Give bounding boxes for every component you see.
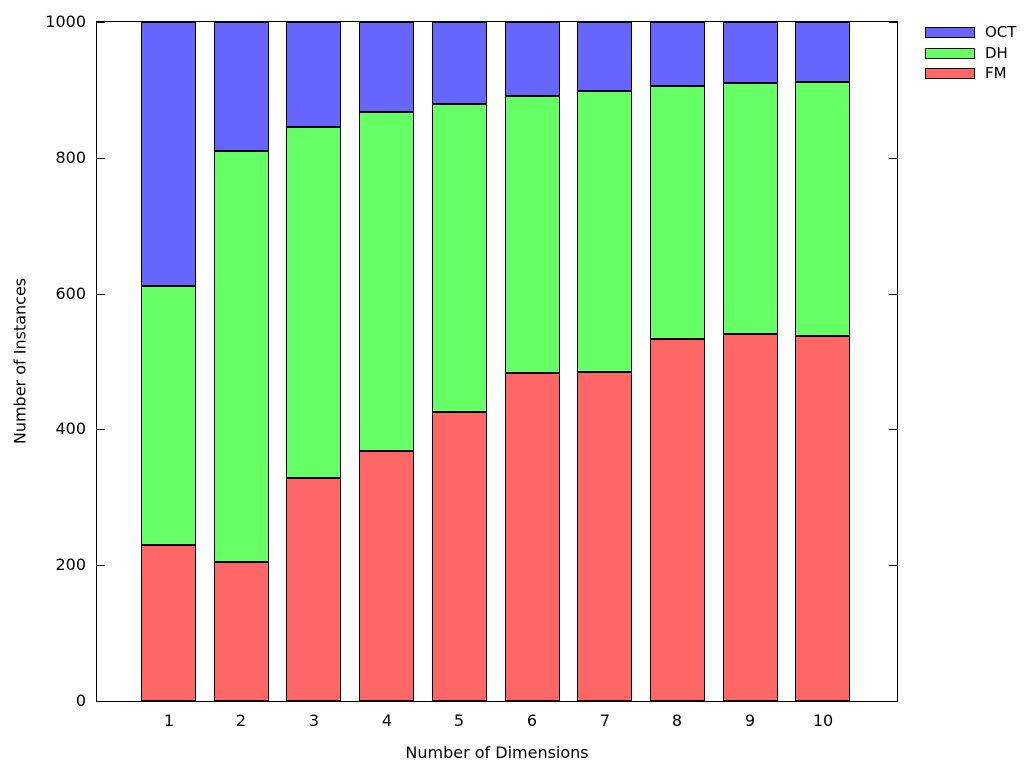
y-tick-mark	[889, 565, 897, 566]
bar-segment-fm	[795, 335, 850, 701]
y-tick-mark	[889, 701, 897, 702]
legend-row-dh: DH	[925, 43, 1016, 62]
x-axis-title: Number of Dimensions	[405, 743, 589, 762]
bar-segment-oct	[577, 22, 632, 91]
x-tick-label: 3	[308, 711, 320, 730]
legend-row-oct: OCT	[925, 23, 1017, 41]
y-tick-mark	[889, 294, 897, 295]
legend-swatch-dh	[925, 47, 975, 59]
bar-segment-oct	[286, 22, 341, 127]
y-tick-label: 600	[55, 284, 86, 303]
bar-segment-dh	[650, 85, 705, 340]
y-tick-label: 1000	[45, 12, 86, 31]
y-tick-mark	[97, 429, 105, 430]
legend-label-oct: OCT	[985, 23, 1017, 41]
x-tick-label: 5	[453, 711, 465, 730]
x-tick-label: 2	[235, 711, 247, 730]
stacked-bar-6	[505, 22, 560, 701]
bar-segment-dh	[723, 83, 778, 334]
y-tick-mark	[889, 158, 897, 159]
stacked-bar-9	[723, 22, 778, 701]
bar-segment-oct	[359, 22, 414, 113]
y-tick-label: 0	[75, 691, 86, 710]
bar-segment-dh	[505, 96, 560, 374]
bar-segment-dh	[359, 112, 414, 452]
y-tick-mark	[97, 565, 105, 566]
bar-segment-oct	[723, 22, 778, 84]
bar-segment-fm	[214, 561, 269, 701]
stacked-bar-4	[359, 22, 414, 701]
x-tick-label: 4	[381, 711, 393, 730]
bar-segment-fm	[650, 339, 705, 701]
x-tick-label: 7	[599, 711, 611, 730]
bar-segment-dh	[141, 286, 196, 545]
bar-segment-oct	[795, 22, 850, 83]
y-tick-mark	[889, 22, 897, 23]
bar-segment-fm	[577, 371, 632, 701]
bar-segment-oct	[214, 22, 269, 152]
stacked-bar-8	[650, 22, 705, 701]
y-tick-mark	[97, 158, 105, 159]
legend-swatch-oct	[925, 27, 975, 38]
stacked-bar-3	[286, 22, 341, 701]
y-tick-label: 400	[55, 419, 86, 438]
stacked-bar-1	[141, 22, 196, 701]
bar-segment-dh	[432, 104, 487, 413]
y-tick-mark	[97, 22, 105, 23]
legend-swatch-fm	[925, 68, 975, 79]
bar-segment-fm	[141, 544, 196, 701]
y-tick-mark	[97, 701, 105, 702]
bar-segment-fm	[723, 333, 778, 701]
y-tick-mark	[889, 429, 897, 430]
x-tick-label: 9	[744, 711, 756, 730]
bar-segment-dh	[795, 82, 850, 336]
x-tick-label: 1	[163, 711, 175, 730]
bar-segment-dh	[214, 151, 269, 562]
bar-segment-oct	[505, 22, 560, 97]
bar-segment-oct	[650, 22, 705, 86]
legend-label-fm: FM	[985, 64, 1007, 82]
plot-area	[96, 21, 898, 702]
stacked-bar-10	[795, 22, 850, 701]
stacked-bar-2	[214, 22, 269, 701]
x-tick-label: 6	[526, 711, 538, 730]
x-tick-label: 10	[812, 711, 834, 730]
legend-row-fm: FM	[925, 64, 1016, 82]
legend: OCT DH FM	[925, 23, 1017, 89]
bar-segment-fm	[286, 478, 341, 701]
bar-segment-fm	[359, 451, 414, 701]
bar-segment-fm	[505, 373, 560, 701]
bar-segment-fm	[432, 412, 487, 701]
y-tick-label: 200	[55, 555, 86, 574]
stacked-bar-5	[432, 22, 487, 701]
bar-segment-oct	[432, 22, 487, 105]
bar-segment-dh	[577, 90, 632, 372]
legend-label-dh: DH	[985, 43, 1008, 62]
stacked-bar-7	[577, 22, 632, 701]
bar-segment-oct	[141, 22, 196, 287]
bar-segment-dh	[286, 126, 341, 479]
y-tick-mark	[97, 294, 105, 295]
y-tick-label: 800	[55, 148, 86, 167]
x-tick-label: 8	[671, 711, 683, 730]
